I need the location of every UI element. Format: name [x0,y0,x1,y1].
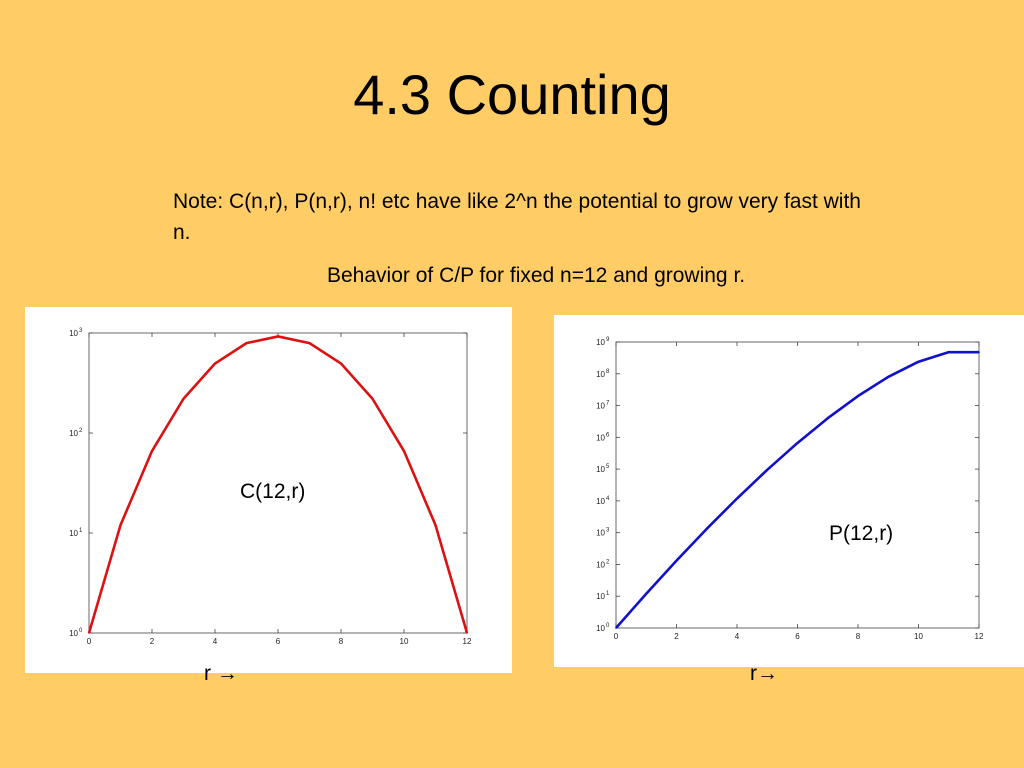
combination-y-tick-exponent: 1 [79,528,83,534]
slide-title: 4.3 Counting [353,63,671,126]
permutation-x-tick-label: 10 [914,632,923,641]
permutation-y-tick-label: 10 [596,433,605,442]
permutation-x-tick-label: 8 [856,632,861,641]
combination-data-point [182,397,185,400]
combination-y-tick-exponent: 3 [79,328,83,334]
permutation-series-line [615,350,979,629]
permutation-data-point [645,592,648,595]
combination-y-tick-exponent: 0 [79,628,83,634]
combination-x-axis-label: r → [204,662,238,685]
permutation-y-tick-exponent: 6 [606,432,610,438]
combination-x-tick-label: 10 [400,637,409,646]
permutation-x-tick-label: 6 [795,632,800,641]
combination-data-point [151,450,153,452]
combination-data-point [245,342,248,344]
combination-data-point [88,632,90,634]
combination-data-point [466,632,468,634]
permutation-y-tick-label: 10 [596,465,605,474]
combination-y-tick-label: 10 [69,529,78,538]
permutation-curve-label: P(12,r) [829,522,894,545]
combination-data-point [340,362,342,365]
permutation-data-point [705,528,708,530]
permutation-x-tick-label: 12 [975,632,984,641]
combination-data-point [308,342,311,344]
permutation-data-point [826,417,829,420]
permutation-y-tick-exponent: 2 [606,559,610,565]
permutation-data-point [675,559,678,562]
combination-x-tick-label: 8 [339,637,344,646]
permutation-y-tick-exponent: 9 [606,337,610,343]
combination-x-tick-label: 6 [276,637,281,646]
permutation-plot-frame [615,341,980,629]
combination-curve-label: C(12,r) [240,480,306,503]
permutation-data-point [947,351,950,353]
permutation-data-point [796,442,799,444]
permutation-chart-panel: 0 2 4 6 8 10 12 10 0 10 1 10 2 10 3 10 4 10 5 10 6 10 7 10 8 10 9 [554,315,1024,667]
permutation-y-tick-label: 10 [596,402,605,411]
permutation-y-tick-label: 10 [596,497,605,506]
permutation-data-point [917,360,920,363]
combination-y-tick-label: 10 [69,429,78,438]
permutation-x-axis-label: r→ [750,662,778,685]
combination-x-tick-label: 2 [150,637,155,646]
permutation-y-tick-label: 10 [596,560,605,569]
permutation-y-tick-exponent: 3 [606,528,610,534]
permutation-y-tick-label: 10 [596,592,605,601]
permutation-y-tick-exponent: 0 [606,623,610,629]
combination-data-point [214,362,216,365]
combination-x-tick-label: 4 [213,637,218,646]
combination-x-tick-label: 0 [87,637,92,646]
permutation-y-tick-exponent: 8 [606,369,610,375]
permutation-data-point [615,627,617,629]
combination-data-point [403,450,405,452]
permutation-x-tick-label: 2 [674,632,679,641]
combination-y-tick-exponent: 2 [79,428,83,434]
chart-caption: Behavior of C/P for fixed n=12 and growi… [327,264,746,287]
combination-data-point [277,335,279,338]
permutation-y-tick-exponent: 1 [606,591,610,597]
permutation-data-point [978,351,980,353]
permutation-y-tick-label: 10 [596,529,605,538]
combination-data-point [434,524,437,526]
combination-data-point [119,524,122,526]
permutation-data-point [887,376,890,378]
permutation-y-tick-exponent: 7 [606,401,610,407]
permutation-data-point [766,469,769,471]
permutation-y-tick-exponent: 5 [606,464,610,470]
permutation-y-tick-label: 10 [596,338,605,347]
combination-y-tick-label: 10 [69,629,78,638]
combination-data-point [371,397,374,400]
permutation-y-tick-label: 10 [596,624,605,633]
permutation-y-tick-exponent: 4 [606,496,610,502]
permutation-x-tick-label: 4 [735,632,740,641]
permutation-y-tick-label: 10 [596,370,605,379]
combination-y-tick-label: 10 [69,329,78,338]
permutation-data-point [857,395,859,397]
permutation-data-point [736,497,738,500]
permutation-x-tick-label: 0 [614,632,619,641]
note-text: Note: C(n,r), P(n,r), n! etc have like 2… [173,190,861,244]
combination-chart-panel: 0 2 4 6 8 10 12 10 0 10 1 10 2 10 3 [25,307,512,673]
combination-x-tick-label: 12 [463,637,472,646]
